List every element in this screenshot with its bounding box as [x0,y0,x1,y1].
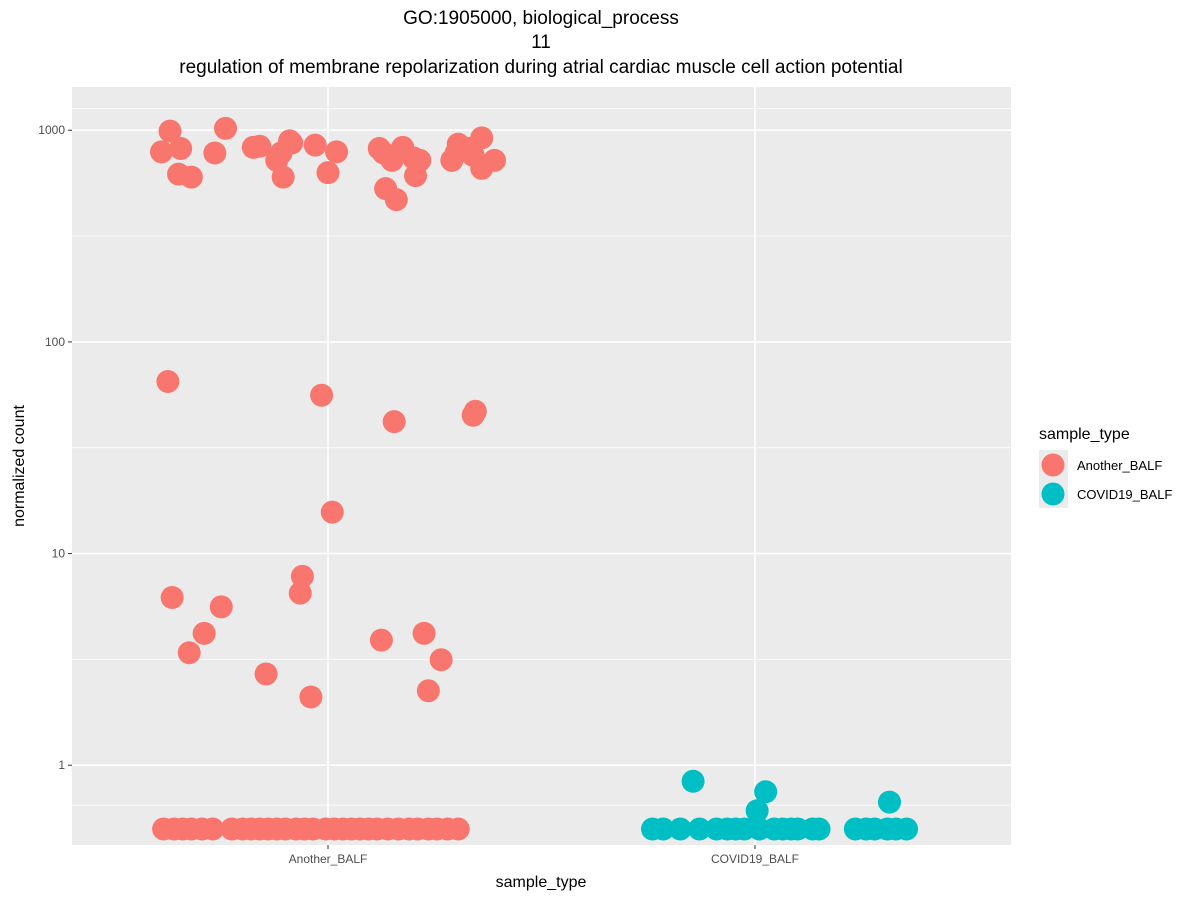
data-point [754,780,778,804]
title-line-2: 11 [531,32,551,53]
y-axis-title: normalized count [11,405,28,527]
data-point [878,790,902,814]
data-point [201,817,225,841]
x-tick-label: COVID19_BALF [711,852,799,866]
title-line-1: GO:1905000, biological_process [403,8,679,29]
y-tick-label: 1 [58,758,65,772]
legend-title: sample_type [1039,426,1130,443]
data-point [149,140,173,164]
data-point [156,369,180,393]
data-points [149,116,919,841]
data-point [745,799,769,823]
data-point [169,136,193,160]
data-point [687,817,711,841]
data-point [214,116,238,140]
data-point [299,685,323,709]
data-point [254,662,278,686]
data-point [209,595,233,619]
legend: sample_type Another_BALF COVID19_BALF [1039,426,1172,508]
legend-key-another-balf [1041,453,1065,477]
x-tick-label: Another_BALF [289,852,368,866]
data-point [158,119,182,143]
data-point [463,399,487,423]
data-point [160,586,184,610]
data-point [382,410,406,434]
data-point [651,817,675,841]
data-point [320,500,344,524]
data-point [179,165,203,189]
data-point [192,621,216,645]
axes: 1 10 100 1000 Another_BALF COVID19_BALF [38,123,799,866]
data-point [412,621,436,645]
data-point [416,679,440,703]
data-point [290,564,314,588]
data-point [288,581,312,605]
x-axis-title: sample_type [496,874,587,891]
data-point [384,188,408,212]
chart-title: GO:1905000, biological_process 11 regula… [179,8,902,78]
data-point [303,133,327,157]
data-point [203,141,227,165]
data-point [429,648,453,672]
data-point [271,165,295,189]
data-point [807,817,831,841]
data-point [681,769,705,793]
data-point [248,134,272,158]
data-point [177,641,201,665]
y-tick-label: 10 [52,547,66,561]
data-point [408,148,432,172]
data-point [668,817,692,841]
legend-label-covid19-balf: COVID19_BALF [1077,487,1172,502]
legend-label-another-balf: Another_BALF [1077,458,1162,473]
data-point [310,383,334,407]
plot-panel [72,87,1011,845]
data-point [483,148,507,172]
data-point [316,161,340,185]
data-point [280,131,304,155]
data-point [470,126,494,150]
y-tick-label: 1000 [38,123,65,137]
data-point [325,140,349,164]
data-point [895,817,919,841]
data-point [446,817,470,841]
data-point [369,628,393,652]
y-tick-label: 100 [45,335,65,349]
grid-lines [72,87,1011,845]
title-line-3: regulation of membrane repolarization du… [179,57,902,78]
legend-key-covid19-balf [1041,482,1065,506]
